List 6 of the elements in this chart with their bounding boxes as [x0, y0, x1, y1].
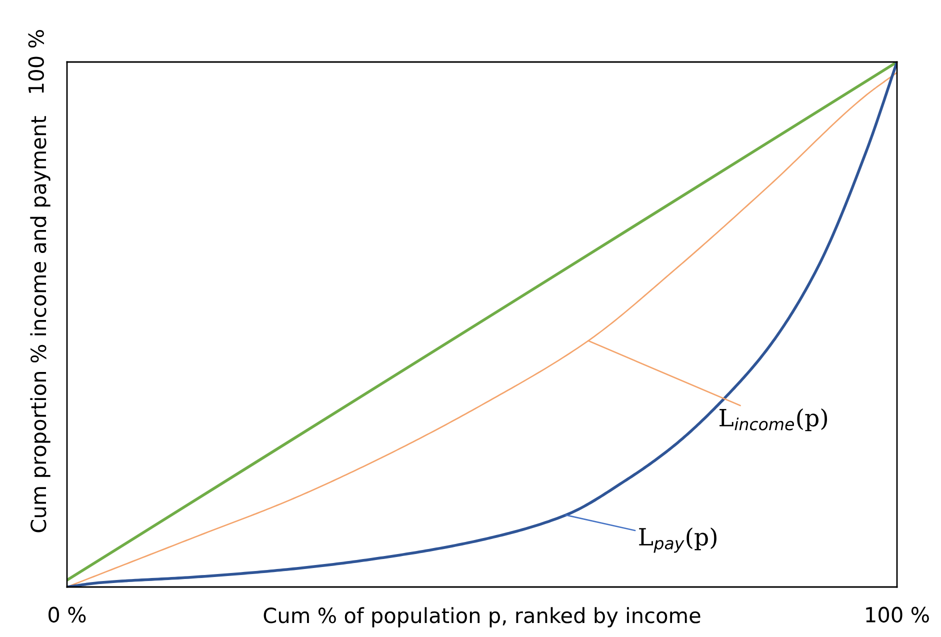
y-axis-title: Cum proportion % income and payment: [30, 116, 50, 532]
x-axis-title: Cum % of population p, ranked by income: [264, 607, 700, 628]
text: 100 %: [28, 30, 44, 93]
annotation: L$_{pay}$(p): [639, 527, 716, 553]
x-tick-label: 0 %: [48, 606, 86, 623]
annotation: L$_{income}$(p): [720, 408, 827, 432]
